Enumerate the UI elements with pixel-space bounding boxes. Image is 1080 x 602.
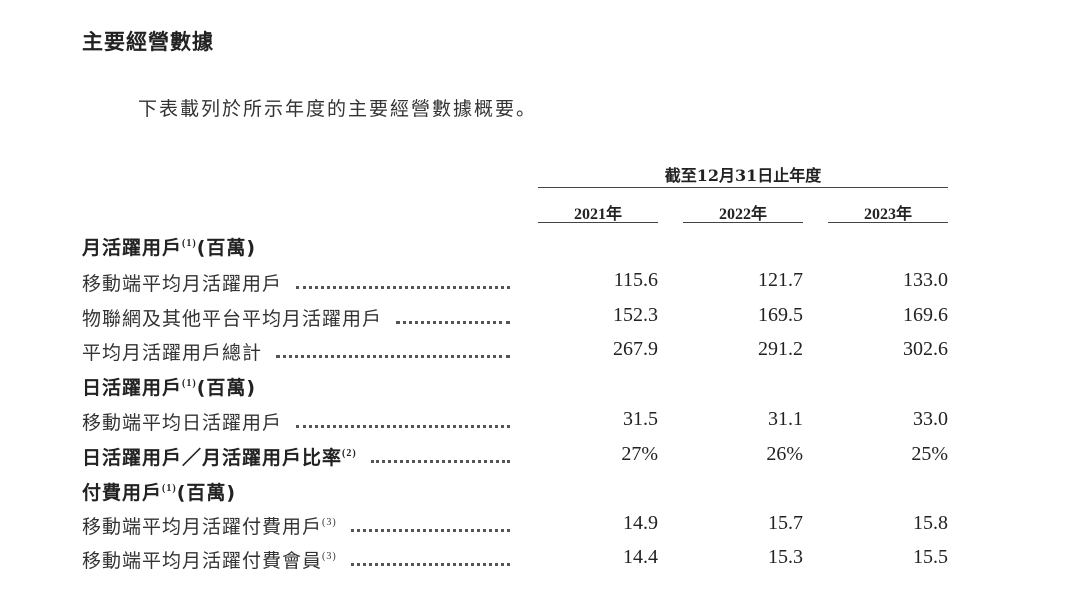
footnote-ref: (1) [182, 378, 197, 389]
cell-value: 169.6 [903, 304, 948, 326]
table-row: 移動端平均月活躍用戶 115.6 121.7 133.0 [82, 269, 948, 299]
row-label-text: 移動端平均月活躍付費會員 [82, 550, 323, 572]
row-label: 付費用戶(1)(百萬) [82, 478, 236, 505]
footnote-ref: (1) [162, 483, 177, 494]
section-header: 日活躍用戶(1)(百萬) [82, 373, 948, 403]
year-rule [538, 222, 658, 223]
cell-value: 26% [766, 443, 803, 465]
cell-value: 267.9 [613, 338, 658, 360]
cell-value: 15.3 [768, 546, 803, 568]
cell-value: 14.4 [623, 546, 658, 568]
table-row: 平均月活躍用戶總計 267.9 291.2 302.6 [82, 338, 948, 368]
row-label-text: 移動端平均日活躍用戶 [82, 412, 283, 434]
row-label: 日活躍用戶／月活躍用戶比率(2) [82, 443, 357, 470]
cell-value: 291.2 [758, 338, 803, 360]
cell-value: 25% [911, 443, 948, 465]
row-label: 移動端平均月活躍用戶 [82, 269, 282, 296]
header-rule [538, 187, 948, 188]
row-label: 移動端平均日活躍用戶 [82, 408, 282, 435]
cell-value: 15.5 [913, 546, 948, 568]
row-label-text: 付費用戶 [82, 482, 163, 504]
table-row: 日活躍用戶／月活躍用戶比率(2) 27% 26% 25% [82, 443, 948, 473]
cell-value: 15.7 [768, 512, 803, 534]
cell-value: 169.5 [758, 304, 803, 326]
page-title: 主要經營數據 [82, 30, 214, 54]
table-row: 移動端平均月活躍付費用戶(3) 14.9 15.7 15.8 [82, 512, 948, 542]
year-rule [683, 222, 803, 223]
cell-value: 15.8 [913, 512, 948, 534]
row-label-text: 日活躍用戶／月活躍用戶比率 [82, 447, 343, 469]
cell-value: 302.6 [903, 338, 948, 360]
dot-leader [351, 529, 510, 532]
row-label: 移動端平均月活躍付費用戶(3) [82, 512, 337, 539]
year-header-2021: 2021年 [573, 206, 622, 223]
table-row: 移動端平均日活躍用戶 31.5 31.1 33.0 [82, 408, 948, 438]
dot-leader [296, 425, 510, 428]
unit-label: (百萬) [196, 377, 257, 399]
row-label-text: 平均月活躍用戶總計 [82, 342, 263, 364]
year-rule [828, 222, 948, 223]
row-label-text: 日活躍用戶 [82, 377, 183, 399]
table-row: 移動端平均月活躍付費會員(3) 14.4 15.3 15.5 [82, 546, 948, 576]
cell-value: 31.1 [768, 408, 803, 430]
row-label-text: 移動端平均月活躍用戶 [82, 273, 283, 295]
year-header-2023: 2023年 [863, 206, 912, 223]
row-label-text: 物聯網及其他平台平均月活躍用戶 [82, 308, 383, 330]
period-header: 截至12月31日止年度 [664, 166, 822, 185]
cell-value: 14.9 [623, 512, 658, 534]
row-label: 日活躍用戶(1)(百萬) [82, 373, 256, 400]
dot-leader [296, 286, 510, 289]
intro-text: 下表載列於所示年度的主要經營數據概要。 [138, 98, 538, 120]
row-label: 物聯網及其他平台平均月活躍用戶 [82, 304, 382, 331]
cell-value: 31.5 [623, 408, 658, 430]
footnote-ref: (1) [182, 238, 197, 249]
footnote-ref: (2) [342, 448, 357, 459]
cell-value: 133.0 [903, 269, 948, 291]
dot-leader [351, 563, 510, 566]
footnote-ref: (3) [322, 517, 337, 528]
dot-leader [371, 460, 510, 463]
cell-value: 27% [621, 443, 658, 465]
row-label-text: 移動端平均月活躍付費用戶 [82, 516, 323, 538]
section-header: 月活躍用戶(1)(百萬) [82, 233, 948, 263]
unit-label: (百萬) [176, 482, 237, 504]
unit-label: (百萬) [196, 237, 257, 259]
dot-leader [276, 355, 510, 358]
year-header-2022: 2022年 [718, 206, 767, 223]
footnote-ref: (3) [322, 551, 337, 562]
cell-value: 33.0 [913, 408, 948, 430]
cell-value: 152.3 [613, 304, 658, 326]
row-label: 移動端平均月活躍付費會員(3) [82, 546, 337, 573]
cell-value: 115.6 [613, 269, 658, 291]
dot-leader [396, 321, 510, 324]
row-label: 月活躍用戶(1)(百萬) [82, 233, 256, 260]
row-label: 平均月活躍用戶總計 [82, 338, 262, 365]
table-row: 物聯網及其他平台平均月活躍用戶 152.3 169.5 169.6 [82, 304, 948, 334]
row-label-text: 月活躍用戶 [82, 237, 183, 259]
cell-value: 121.7 [758, 269, 803, 291]
section-header: 付費用戶(1)(百萬) [82, 478, 948, 508]
